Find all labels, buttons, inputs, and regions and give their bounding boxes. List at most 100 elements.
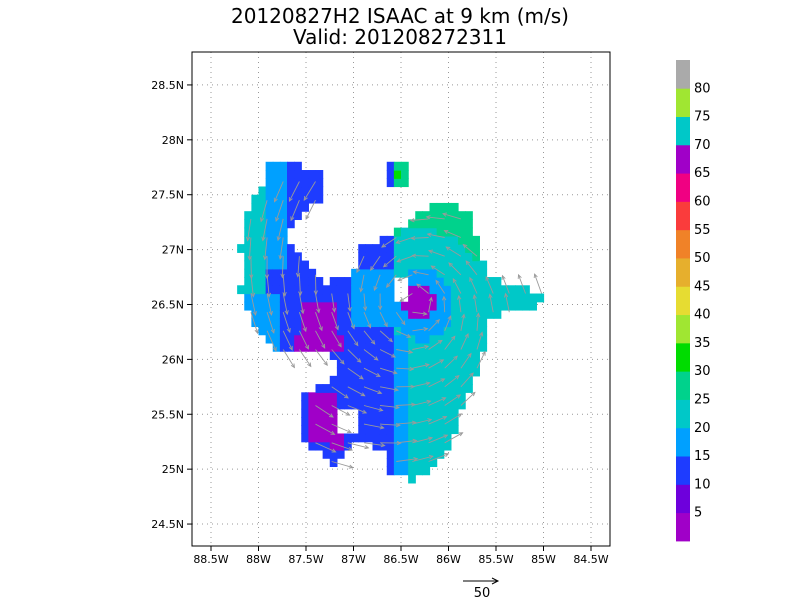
speed-cell [458,359,466,369]
speed-cell [287,285,295,295]
speed-cell [408,351,416,360]
speed-cell [372,277,381,286]
speed-cell [429,211,438,221]
speed-cell [422,285,431,295]
wind-arrow-head [264,274,270,280]
speed-cell [351,392,359,402]
speed-cell [301,170,309,179]
speed-cell [336,449,345,459]
wind-arrow-head [262,255,268,261]
speed-cell [450,211,459,221]
wind-arrow-head [479,331,484,337]
speed-cell [244,211,252,221]
wind-arrow [444,230,462,238]
speed-cell [287,334,295,344]
speed-cell [386,367,395,377]
wind-arrow-head [488,293,493,299]
speed-cell [393,351,402,360]
wind-arrow-head [467,352,472,358]
speed-cell [443,334,452,344]
wind-arrow [248,237,252,260]
colorbar-label: 65 [694,166,711,181]
speed-cell [429,417,438,426]
wind-arrow-head [313,290,318,296]
colorbar-label: 75 [694,110,711,125]
wind-arrow [413,271,429,276]
wind-arrow [460,314,465,331]
speed-cell [415,342,423,352]
speed-cell [458,375,466,385]
speed-cell [401,252,409,262]
speed-cell [401,334,409,344]
speed-cell [422,425,431,435]
wind-arrow-head [290,216,295,222]
speed-cell [344,277,352,286]
speed-cell [443,400,452,410]
speed-cell [358,359,366,369]
wind-arrow [428,378,445,388]
speed-cell [429,458,438,468]
speed-cell [379,359,388,369]
speed-cell [272,211,281,221]
speed-cell [386,359,395,369]
speed-cell [365,309,374,319]
speed-cell [372,384,381,393]
speed-cell [443,219,452,229]
speed-cell [436,277,445,286]
wind-arrow-head [348,464,354,469]
speed-cell [308,417,317,426]
speed-cell [386,449,395,459]
speed-cell [479,318,488,328]
speed-cell [415,211,423,221]
speed-cell [344,441,352,451]
wind-arrow [396,367,414,370]
wind-arrow [279,237,284,259]
speed-cell [450,309,459,319]
speed-cell [458,334,466,344]
speed-cell [429,408,438,418]
wind-arrow-head [399,297,405,302]
speed-cell [472,277,480,286]
speed-cell [336,392,345,402]
speed-cell [279,227,288,237]
wind-arrow [250,293,257,316]
speed-cell [415,367,423,377]
speed-cell [358,425,366,435]
wind-arrow [303,181,316,201]
speed-cell [408,293,416,303]
speed-cell [401,268,409,278]
wind-arrow-head [428,249,434,254]
speed-cell [358,384,366,393]
wind-arrow [412,382,430,388]
speed-cell [465,252,473,262]
speed-cell [294,285,302,295]
speed-cell [422,408,431,418]
speed-cell [393,334,402,344]
speed-cell [329,326,338,336]
colorbar-segment [676,342,690,372]
speed-cell [315,441,324,451]
speed-cell [429,384,438,393]
wind-arrow [315,293,320,313]
colorbar-label: 45 [694,279,711,294]
speed-cell [429,202,438,212]
wind-arrow-head [275,217,280,222]
speed-cell [429,342,438,352]
speed-cell [315,194,324,204]
speed-cell [479,301,488,311]
speed-cell [329,417,338,426]
speed-cell [344,367,352,377]
wind-arrow-head [392,370,398,375]
speed-cell [415,458,423,468]
speed-cell [393,235,402,245]
speed-cell [415,441,423,451]
wind-arrow [445,246,462,257]
wind-arrow [411,237,429,239]
speed-cell [365,301,374,311]
wind-arrow-head [401,320,406,326]
wind-arrow-head [396,258,402,263]
wind-arrow-head [383,322,388,328]
speed-cell [422,301,431,311]
speed-cell [279,301,288,311]
speed-cell [279,342,288,352]
